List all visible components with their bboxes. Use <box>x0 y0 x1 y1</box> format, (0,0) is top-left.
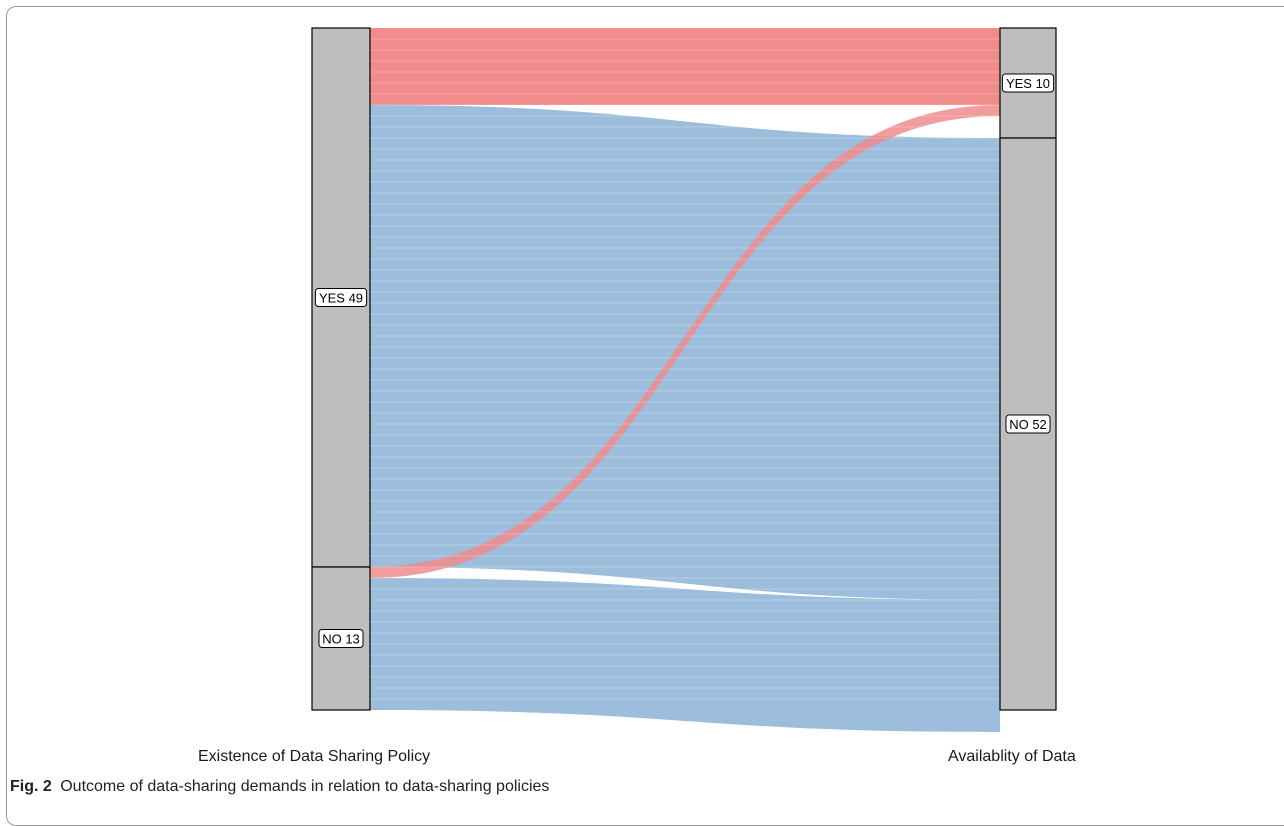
stratum-label-right-no: NO 52 <box>1009 417 1047 432</box>
flow-no-to-no <box>370 578 1000 732</box>
alluvial-chart: YES 49 NO 13 YES 10 NO 52 <box>311 27 1057 732</box>
caption-text: Outcome of data-sharing demands in relat… <box>60 778 550 795</box>
flows <box>370 28 1000 732</box>
flow-yes-to-yes <box>370 28 1000 105</box>
flow-yes-to-no <box>370 105 1000 600</box>
stratum-label-box-right-no <box>1005 414 1051 434</box>
figure-number: Fig. 2 <box>10 778 52 795</box>
stratum-label-left-yes: YES 49 <box>319 291 363 306</box>
stratum-label-right-yes: YES 10 <box>1006 76 1050 91</box>
flow-no-to-yes <box>370 105 1000 578</box>
stratum-label-box-right-yes <box>1001 73 1055 93</box>
stratum-label-left-no: NO 13 <box>322 632 360 647</box>
observation-lines <box>370 38 1000 700</box>
stratum-label-box-left-yes <box>314 288 368 307</box>
axis-label-right: Availablity of Data <box>948 748 1076 765</box>
figure-caption: Fig. 2 Outcome of data-sharing demands i… <box>10 778 549 796</box>
stratum-label-box-left-no <box>318 629 364 648</box>
axis-label-left: Existence of Data Sharing Policy <box>198 748 431 765</box>
